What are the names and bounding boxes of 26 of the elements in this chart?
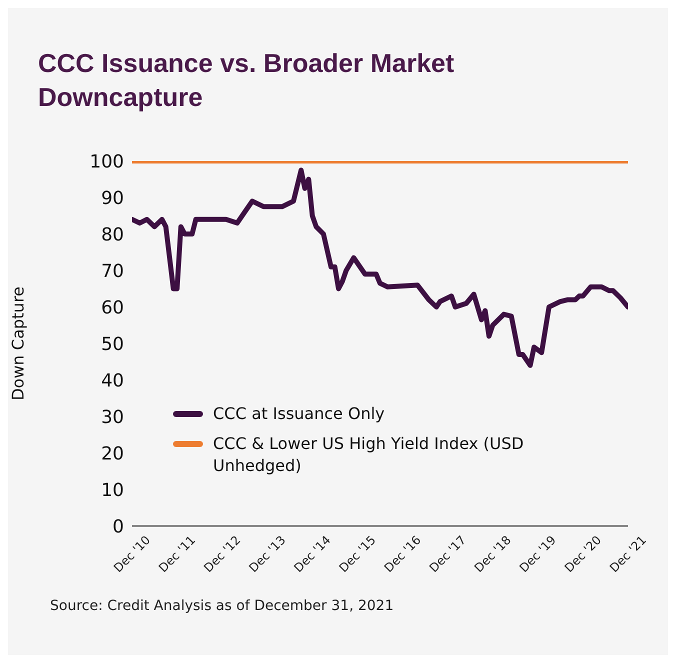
y-tick-label: 50 — [101, 334, 124, 355]
x-tick-label: Dec '14 — [291, 532, 334, 576]
y-tick-label: 10 — [101, 480, 124, 501]
chart-title: CCC Issuance vs. Broader Market Downcapture — [38, 47, 456, 114]
y-tick-label: 70 — [101, 260, 124, 282]
x-tick-label: Dec '21 — [606, 532, 650, 576]
y-tick-label: 20 — [101, 443, 124, 464]
legend-label: CCC & Lower US High Yield Index (USD Unhedged) — [213, 433, 525, 477]
y-tick-label: 90 — [101, 188, 124, 209]
source-note: Source: Credit Analysis as of December 31, 2021 — [50, 598, 394, 614]
x-tick-label: Dec '11 — [156, 532, 198, 576]
x-tick-label: Dec '13 — [246, 532, 288, 576]
x-tick-label: Dec '18 — [472, 532, 514, 576]
x-tick-label: Dec '16 — [382, 532, 424, 576]
legend-label: CCC at Issuance Only — [213, 403, 386, 425]
x-tick-label: Dec '20 — [562, 532, 604, 576]
y-tick-label: 60 — [101, 297, 124, 318]
x-tick-label: Dec '15 — [336, 532, 378, 576]
y-tick-label: 100 — [90, 151, 124, 172]
x-tick-label: Dec '19 — [516, 532, 559, 576]
y-tick-label: 30 — [101, 406, 124, 428]
y-tick-label: 40 — [101, 370, 124, 392]
y-axis-title: Down Capture — [8, 286, 28, 401]
x-tick-label: Dec '12 — [201, 532, 244, 576]
y-tick-label: 80 — [101, 224, 124, 246]
x-tick-label: Dec '17 — [426, 532, 469, 576]
